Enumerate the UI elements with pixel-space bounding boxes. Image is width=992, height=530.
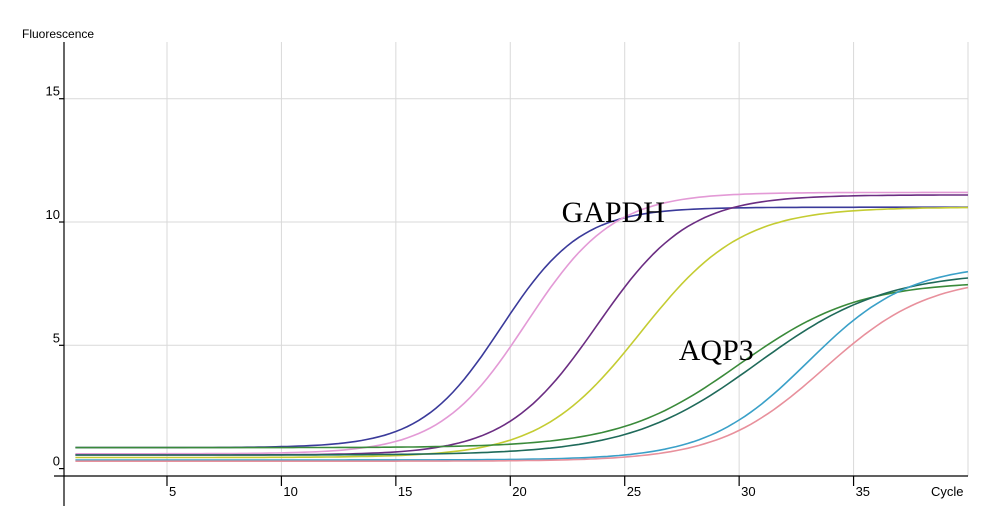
series-line-gapdh-1 bbox=[75, 206, 968, 449]
y-axis-title: Fluorescence bbox=[22, 27, 94, 41]
y-tick-label-5: 5 bbox=[53, 330, 60, 345]
plot-area bbox=[75, 191, 969, 462]
x-tick-label-10: 10 bbox=[283, 484, 297, 499]
x-tick-label-5: 5 bbox=[169, 484, 176, 499]
annotations: GAPDH AQP3 bbox=[562, 196, 754, 367]
y-tick-label-10: 10 bbox=[46, 207, 60, 222]
x-tick-label-20: 20 bbox=[512, 484, 526, 499]
series-line-gapdh-2 bbox=[75, 191, 968, 455]
axes bbox=[54, 42, 968, 506]
annotation-aqp3: AQP3 bbox=[679, 334, 754, 367]
x-tick-label-15: 15 bbox=[398, 484, 412, 499]
series-line-gapdh-4 bbox=[75, 206, 968, 459]
y-tick-label-15: 15 bbox=[46, 84, 60, 99]
x-tick-label-35: 35 bbox=[856, 484, 870, 499]
series-line-aqp3-8 bbox=[75, 286, 969, 462]
x-tick-label-25: 25 bbox=[627, 484, 641, 499]
series-line-aqp3-6 bbox=[75, 277, 969, 456]
x-tick-label-30: 30 bbox=[741, 484, 755, 499]
series-line-aqp3-5 bbox=[75, 283, 969, 449]
series-line-aqp3-7 bbox=[75, 270, 969, 461]
series-line-gapdh-3 bbox=[75, 194, 968, 456]
grid bbox=[64, 42, 969, 476]
annotation-gapdh: GAPDH bbox=[562, 196, 665, 229]
x-axis-title: Cycle bbox=[931, 484, 964, 499]
y-tick-label-0: 0 bbox=[53, 454, 60, 469]
tick-labels: 5 10 15 20 25 30 35 0 5 10 15 Cycle bbox=[46, 84, 964, 499]
